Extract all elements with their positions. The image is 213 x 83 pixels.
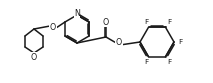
Text: O: O bbox=[103, 18, 109, 26]
Text: F: F bbox=[144, 59, 148, 65]
Text: O: O bbox=[50, 22, 56, 32]
Text: O: O bbox=[116, 38, 122, 46]
Text: F: F bbox=[178, 39, 182, 45]
Text: F: F bbox=[167, 19, 171, 25]
Text: F: F bbox=[144, 19, 148, 25]
Text: N: N bbox=[74, 9, 80, 18]
Text: F: F bbox=[167, 59, 171, 65]
Text: O: O bbox=[31, 53, 37, 62]
